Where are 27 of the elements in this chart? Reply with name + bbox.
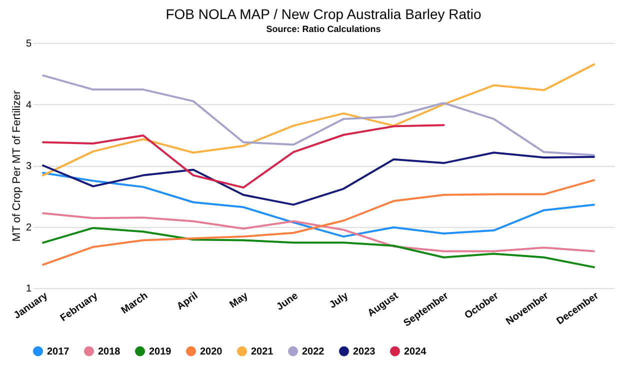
- legend-label: 2020: [200, 346, 223, 358]
- y-tick-label: 4: [26, 100, 32, 111]
- y-tick-label: 2: [26, 222, 32, 234]
- legend-label: 2017: [47, 346, 70, 358]
- legend-label: 2022: [302, 346, 325, 358]
- legend-label: 2023: [353, 346, 376, 358]
- line-series: [42, 63, 595, 176]
- y-tick-label: 1: [26, 284, 32, 294]
- line-series: [42, 172, 595, 238]
- line-series: [42, 212, 595, 252]
- x-tick-label: May: [228, 290, 251, 311]
- legend-label: 2024: [404, 346, 427, 358]
- line-series: [42, 152, 595, 206]
- chart-title: FOB NOLA MAP / New Crop Australia Barley Ratio: [166, 6, 482, 22]
- line-series: [42, 226, 595, 268]
- line-series: [42, 124, 445, 189]
- y-tick-label: 3: [26, 161, 32, 172]
- y-tick-label: 5: [26, 38, 32, 50]
- line-series: [42, 74, 595, 156]
- x-tick-label: June: [274, 290, 301, 313]
- chart-subtitle: Source: Ratio Calculations: [266, 24, 381, 34]
- legend-label: 2018: [98, 346, 121, 358]
- line-series: [42, 179, 595, 266]
- legend-label: 2021: [251, 346, 274, 358]
- x-tick-label: July: [328, 290, 351, 311]
- legend-label: 2019: [149, 346, 172, 358]
- y-axis-title: MT of Crop Per MT of Fertilizer: [10, 90, 23, 242]
